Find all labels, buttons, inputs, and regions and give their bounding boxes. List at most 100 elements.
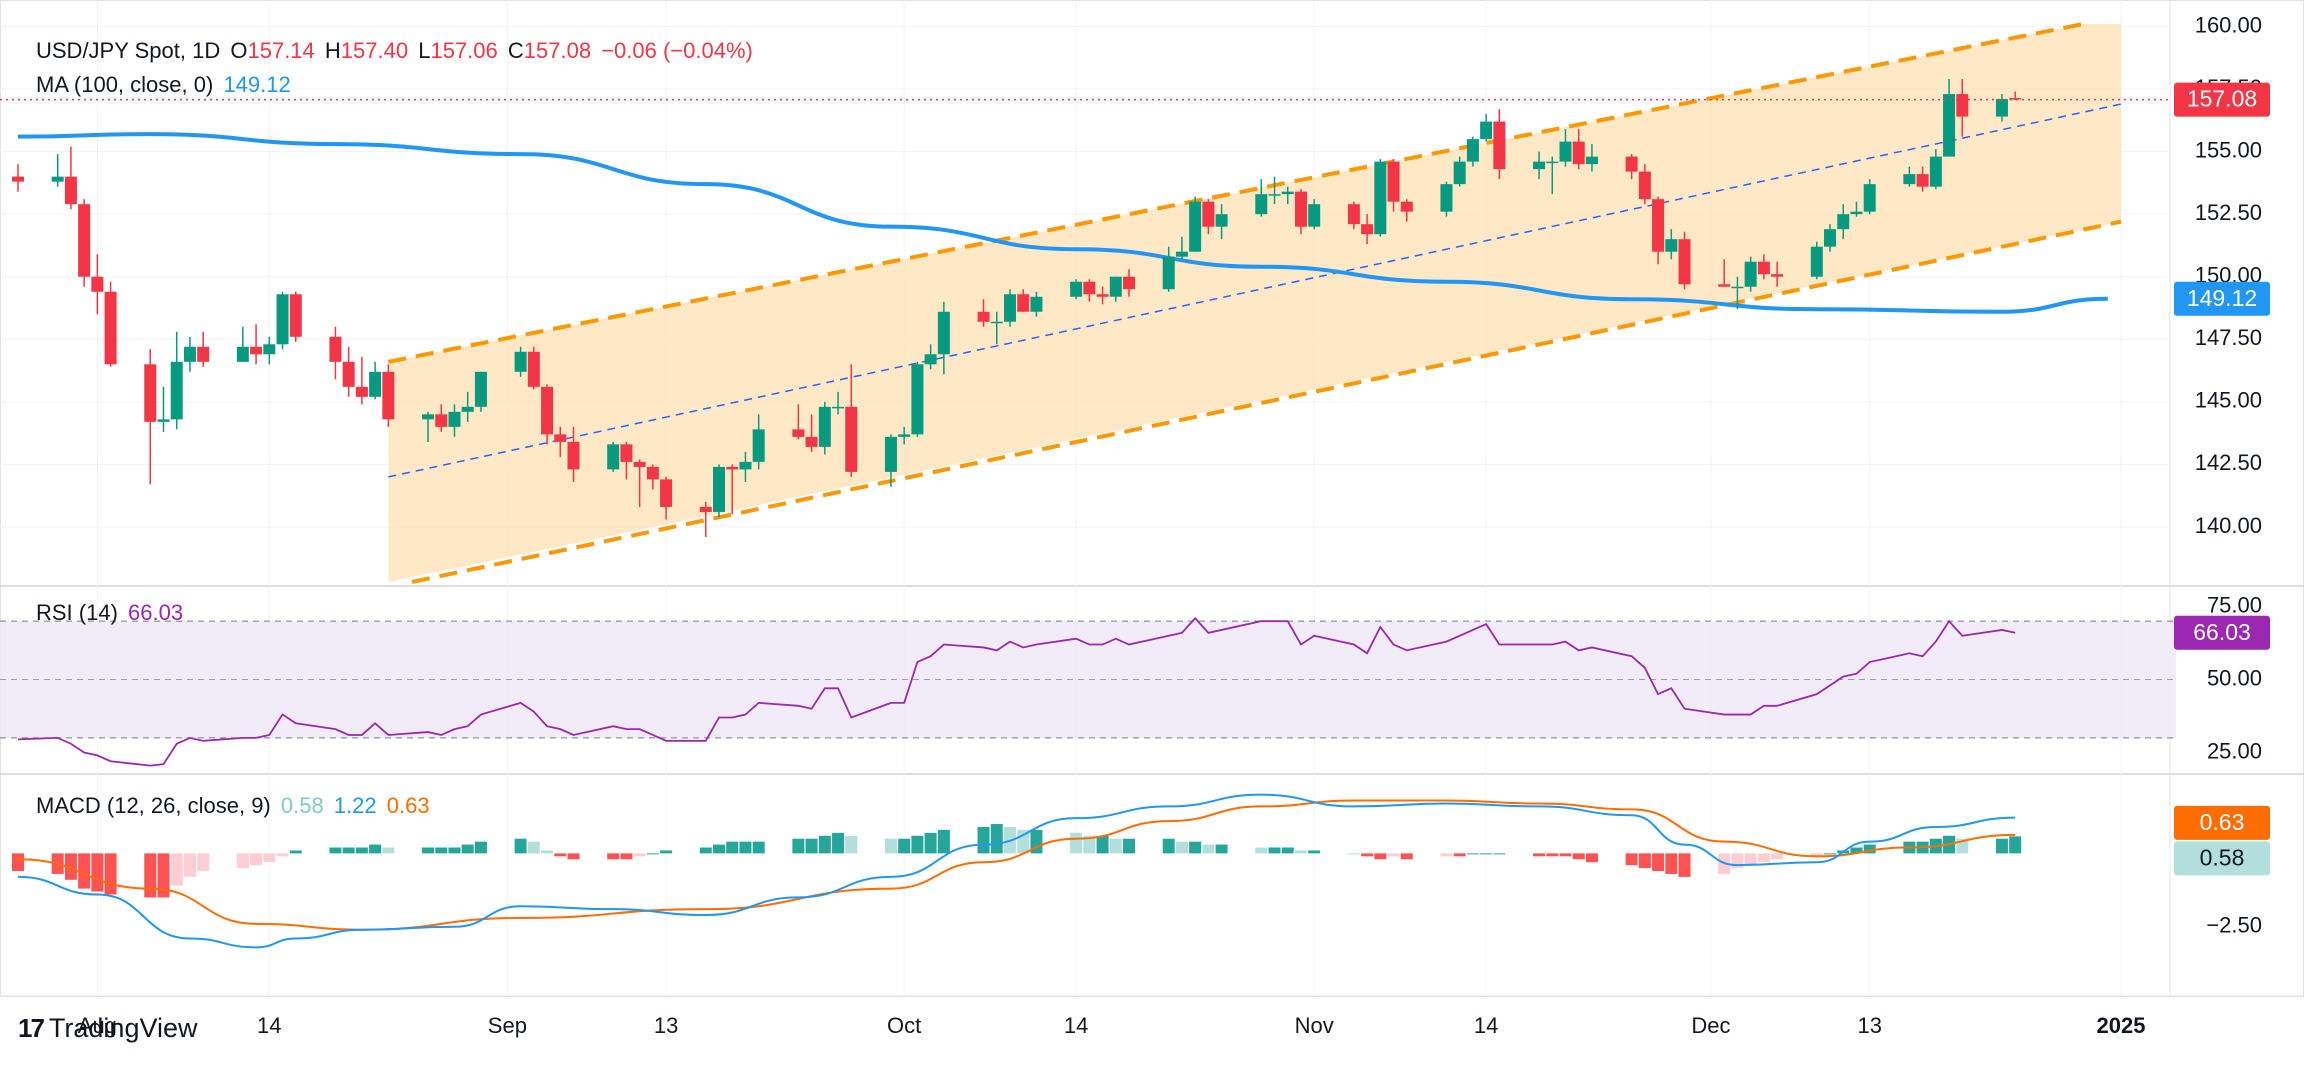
candle-body (289, 294, 302, 337)
candle (1017, 289, 1030, 312)
macd-histogram-bar (1123, 838, 1136, 854)
candle-body (422, 414, 435, 420)
candle-body (1466, 139, 1479, 162)
rsi-pane (0, 616, 2176, 767)
candle (990, 311, 1003, 345)
high-label: H (324, 38, 341, 63)
macd-signal-value: 0.63 (386, 793, 430, 818)
candle-body (236, 346, 249, 362)
candle (1929, 149, 1942, 190)
macd-histogram-bar (1824, 853, 1837, 855)
macd-histogram-bar (1268, 847, 1281, 854)
price-tick-label: 152.50 (2195, 200, 2262, 225)
candle-body (183, 346, 196, 362)
macd-histogram-bar (1585, 853, 1598, 863)
candle-body (620, 444, 633, 462)
candle-body (1731, 286, 1744, 289)
rsi-band-fill (0, 621, 2176, 738)
candle-body (713, 466, 725, 512)
candle-body (845, 406, 858, 472)
macd-histogram-bar (236, 853, 249, 869)
macd-histogram-bar (104, 853, 117, 895)
time-tick-label: 13 (1857, 1013, 1881, 1038)
candle (382, 364, 395, 427)
macd-histogram-bar (541, 850, 554, 854)
candle-body (911, 364, 924, 435)
candle (1638, 164, 1651, 205)
candle (937, 301, 950, 375)
macd-histogram-bar (1096, 835, 1109, 854)
candle-body (369, 371, 382, 397)
macd-histogram-bar (1493, 853, 1506, 855)
time-tick-label: 14 (1064, 1013, 1088, 1038)
candle-body (1030, 296, 1043, 312)
time-tick-label: Aug (78, 1013, 117, 1038)
candle-body (1440, 184, 1453, 212)
candle (1652, 196, 1665, 265)
candle-body (1956, 94, 1969, 117)
candle (898, 426, 911, 445)
candle (1387, 159, 1400, 212)
candle-body (1202, 201, 1215, 227)
candle-body (1863, 184, 1876, 212)
candle-body (1189, 201, 1202, 252)
macd-histogram-bar (898, 838, 911, 854)
macd-histogram-bar (250, 853, 263, 866)
price-tick-label: 142.50 (2195, 450, 2262, 475)
candle (1850, 201, 1863, 217)
symbol-legend: USD/JPY Spot, 1D O157.14 H157.40 L157.06… (36, 38, 757, 64)
candle-body (1374, 161, 1387, 235)
macd-histogram-bar (157, 853, 170, 898)
high-value: 157.40 (340, 38, 409, 63)
macd-histogram-bar (1215, 844, 1228, 854)
macd-histogram-bar (1189, 841, 1202, 854)
candle-body (1625, 156, 1638, 172)
candle (977, 299, 990, 327)
macd-histogram-bar (1308, 850, 1321, 854)
candle (1268, 176, 1281, 205)
macd-tick-label: −2.50 (2206, 913, 2262, 938)
candle-body (329, 336, 342, 362)
candle (832, 391, 845, 415)
candle-body (1281, 191, 1294, 195)
tradingview-brand-name: TradingView (48, 1013, 198, 1043)
time-tick-label: 14 (1474, 1013, 1498, 1038)
candlesticks[interactable] (12, 79, 2022, 537)
macd-histogram-bar (461, 844, 474, 854)
candle (1453, 156, 1466, 187)
macd-histogram-bar (448, 847, 461, 854)
moving-average-100 (17, 132, 2108, 314)
macd-histogram-bar (845, 835, 858, 854)
macd-hist-value: 0.58 (280, 793, 324, 818)
candle (1123, 269, 1136, 297)
macd-histogram-bar (1863, 844, 1876, 854)
candle (1744, 256, 1757, 292)
candle-body (554, 434, 567, 442)
candle-body (1255, 194, 1268, 215)
candle-body (1585, 156, 1598, 165)
candle (567, 426, 580, 482)
close-label: C (507, 38, 524, 63)
candle (1903, 166, 1916, 187)
macd-histogram-bar (1850, 847, 1863, 854)
candle (1916, 166, 1929, 192)
candle (250, 324, 263, 365)
rsi-legend: RSI (14) 66.03 (36, 600, 187, 626)
ma-value: 149.12 (223, 72, 291, 97)
candle (1678, 231, 1691, 290)
candle-body (514, 351, 527, 372)
candle (620, 441, 633, 480)
candle (1003, 289, 1016, 327)
candle (1255, 179, 1268, 217)
tradingview-logo[interactable]: 17 TradingView (18, 1013, 198, 1044)
macd-histogram-bar (607, 853, 620, 860)
macd-histogram-bar (884, 838, 897, 854)
candle (554, 426, 567, 457)
macd-histogram-bar (1361, 853, 1374, 857)
macd-histogram-bar (1638, 853, 1651, 869)
candle (1480, 114, 1493, 142)
candle (329, 326, 342, 380)
candle-body (342, 361, 355, 387)
candle-body (1850, 211, 1863, 215)
